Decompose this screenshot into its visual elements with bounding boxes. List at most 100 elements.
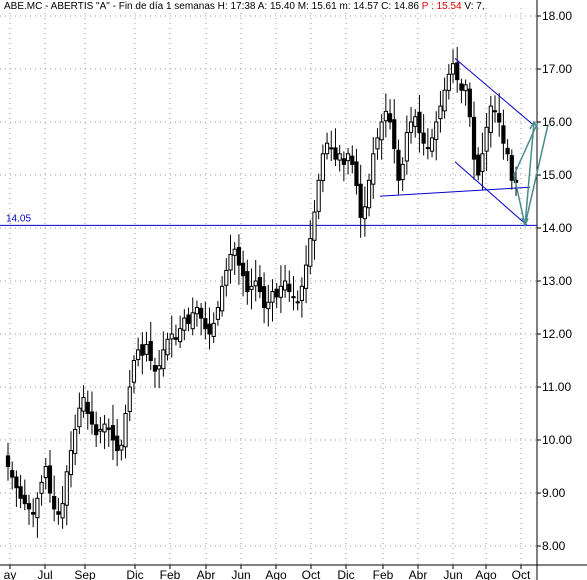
high-label: H: 17:38 — [217, 1, 256, 12]
candle-body — [47, 465, 53, 494]
candle-body — [270, 291, 275, 303]
candle-body — [123, 413, 128, 448]
candle-body — [73, 428, 78, 454]
candle-body — [396, 149, 401, 181]
support-line: 14.05 — [0, 213, 537, 226]
arrow-head-up — [529, 120, 539, 130]
candle-body — [278, 285, 283, 298]
candle-body — [257, 277, 263, 293]
candle-body — [320, 153, 325, 181]
candle-body — [178, 328, 183, 343]
x-tick-label: Oct — [512, 568, 531, 580]
candle-body — [249, 285, 254, 290]
candle-body — [232, 248, 237, 256]
candle-body — [509, 155, 514, 181]
candle-body — [337, 153, 342, 161]
candle-body — [324, 142, 330, 155]
candle-body — [379, 121, 384, 141]
x-tick-label: Jun — [443, 568, 462, 580]
candle-body — [484, 126, 489, 152]
candle-body — [102, 423, 107, 433]
candle-body — [152, 365, 158, 372]
candle-body — [480, 153, 485, 172]
candle-body — [291, 296, 296, 299]
candle-body — [199, 307, 204, 319]
x-tick-label: Oct — [302, 568, 321, 580]
candle-body — [10, 470, 15, 478]
projection-arrow-up-2 — [524, 124, 549, 226]
candle-body — [446, 73, 451, 91]
candle-body — [476, 154, 481, 176]
candle-body — [161, 349, 166, 370]
x-tick-label: Ago — [475, 568, 497, 580]
candle-body — [253, 280, 258, 287]
candle-body — [215, 307, 221, 320]
candle-body — [492, 110, 498, 113]
y-tick-label: 10.00 — [542, 433, 572, 447]
projection-arrow-up-1 — [524, 121, 535, 226]
candle-body — [35, 497, 40, 519]
trend-line-upper — [454, 58, 534, 126]
max-label: M: 15.61 — [297, 1, 337, 12]
candle-body — [52, 495, 57, 510]
candle-body — [31, 512, 36, 515]
candle-body — [236, 246, 242, 266]
candle-body — [455, 62, 460, 81]
candle-body — [434, 121, 439, 140]
candle-body — [207, 323, 212, 335]
candle-body — [169, 333, 174, 340]
candle-body — [157, 365, 162, 370]
candle-body — [488, 105, 493, 133]
candle-body — [463, 84, 468, 92]
candle-body — [333, 147, 338, 160]
candle-body — [350, 155, 355, 165]
candle-body — [144, 344, 149, 355]
candle-body — [224, 269, 229, 286]
candle-body — [110, 425, 116, 441]
candle-body — [140, 344, 145, 356]
candle-body — [417, 111, 422, 134]
candle-body — [425, 147, 430, 150]
x-tick-label: Dic — [337, 568, 354, 580]
candle-body — [438, 105, 443, 120]
candle-body — [421, 132, 426, 144]
candle-body — [60, 503, 65, 519]
candle-body — [354, 161, 359, 187]
support-line-label: 14.05 — [6, 213, 31, 224]
candle-body — [89, 411, 95, 425]
y-tick-label: 16.00 — [542, 115, 572, 129]
volume-label: V: 7, — [464, 1, 485, 12]
chart-header: ABE.MC - ABERTIS "A" - Fin de día 1 sema… — [4, 1, 485, 12]
x-tick-label: Ago — [265, 568, 287, 580]
candle-body — [136, 349, 141, 361]
candle-body — [81, 397, 86, 412]
x-tick-label: Feb — [160, 568, 181, 580]
candle-body — [282, 280, 288, 291]
candle-body — [303, 264, 309, 289]
candle-body — [165, 338, 170, 356]
candle-body — [64, 471, 69, 506]
candle-body — [211, 322, 216, 337]
candle-body — [68, 450, 74, 476]
candle-body — [505, 147, 510, 155]
candle-body — [98, 428, 103, 432]
candle-body — [299, 285, 304, 302]
candle-body — [127, 386, 132, 413]
open-label: A: 15.40 — [257, 1, 295, 12]
candle-body — [450, 63, 456, 75]
candle-body — [190, 312, 195, 330]
candle-body — [186, 314, 191, 324]
candle-body — [77, 407, 82, 428]
candle-body — [106, 427, 111, 430]
y-tick-label: 14.00 — [542, 221, 572, 235]
candle-body — [387, 113, 393, 123]
candle-body — [148, 340, 153, 362]
candle-body — [329, 147, 334, 150]
candle-body — [366, 179, 372, 209]
y-axis: 8.00 9.00 10.00 11.00 12.00 13.00 14.00 15.00 16… — [537, 9, 572, 553]
candle-body — [341, 158, 346, 165]
candle-body — [383, 110, 388, 122]
projection-arrow-down — [513, 174, 526, 226]
candle-body — [408, 121, 414, 133]
